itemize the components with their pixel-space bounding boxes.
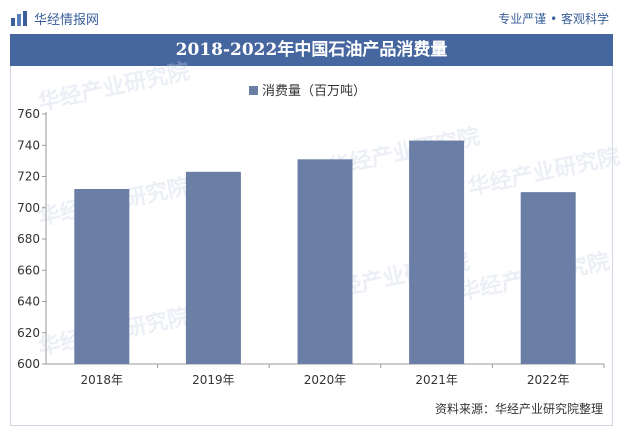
chart-title: 2018-2022年中国石油产品消费量 xyxy=(175,40,448,60)
title-bar: 2018-2022年中国石油产品消费量 xyxy=(10,34,613,66)
chart-frame xyxy=(10,66,613,426)
bar xyxy=(185,171,241,364)
slogan: 专业严谨 • 客观科学 xyxy=(498,12,609,26)
x-tick-label: 2020年 xyxy=(304,373,347,387)
bar xyxy=(297,159,353,364)
y-tick-label: 720 xyxy=(17,170,40,184)
bar xyxy=(409,140,465,364)
top-bar: 华经情报网 专业严谨 • 客观科学 xyxy=(0,0,623,34)
watermark-text: 华经产业研究院 xyxy=(36,58,192,115)
bar xyxy=(520,192,576,364)
bar xyxy=(74,189,130,364)
y-tick-label: 680 xyxy=(17,232,40,246)
brand: 华经情报网 xyxy=(10,9,99,28)
y-tick-label: 620 xyxy=(17,326,40,340)
x-tick-label: 2021年 xyxy=(415,373,458,387)
y-tick-label: 640 xyxy=(17,295,40,309)
x-tick-label: 2018年 xyxy=(81,373,124,387)
x-tick-label: 2022年 xyxy=(527,373,570,387)
x-tick-label: 2019年 xyxy=(192,373,235,387)
y-tick-label: 740 xyxy=(17,138,40,152)
legend-label: 消费量（百万吨） xyxy=(262,84,366,99)
brand-logo-icon xyxy=(11,10,27,26)
brand-name: 华经情报网 xyxy=(34,13,100,28)
source-note: 资料来源：华经产业研究院整理 xyxy=(434,402,603,416)
y-tick-label: 700 xyxy=(17,201,40,215)
y-tick-label: 600 xyxy=(17,357,40,371)
legend-swatch xyxy=(249,86,258,95)
y-tick-label: 760 xyxy=(17,107,40,121)
y-tick-label: 660 xyxy=(17,263,40,277)
